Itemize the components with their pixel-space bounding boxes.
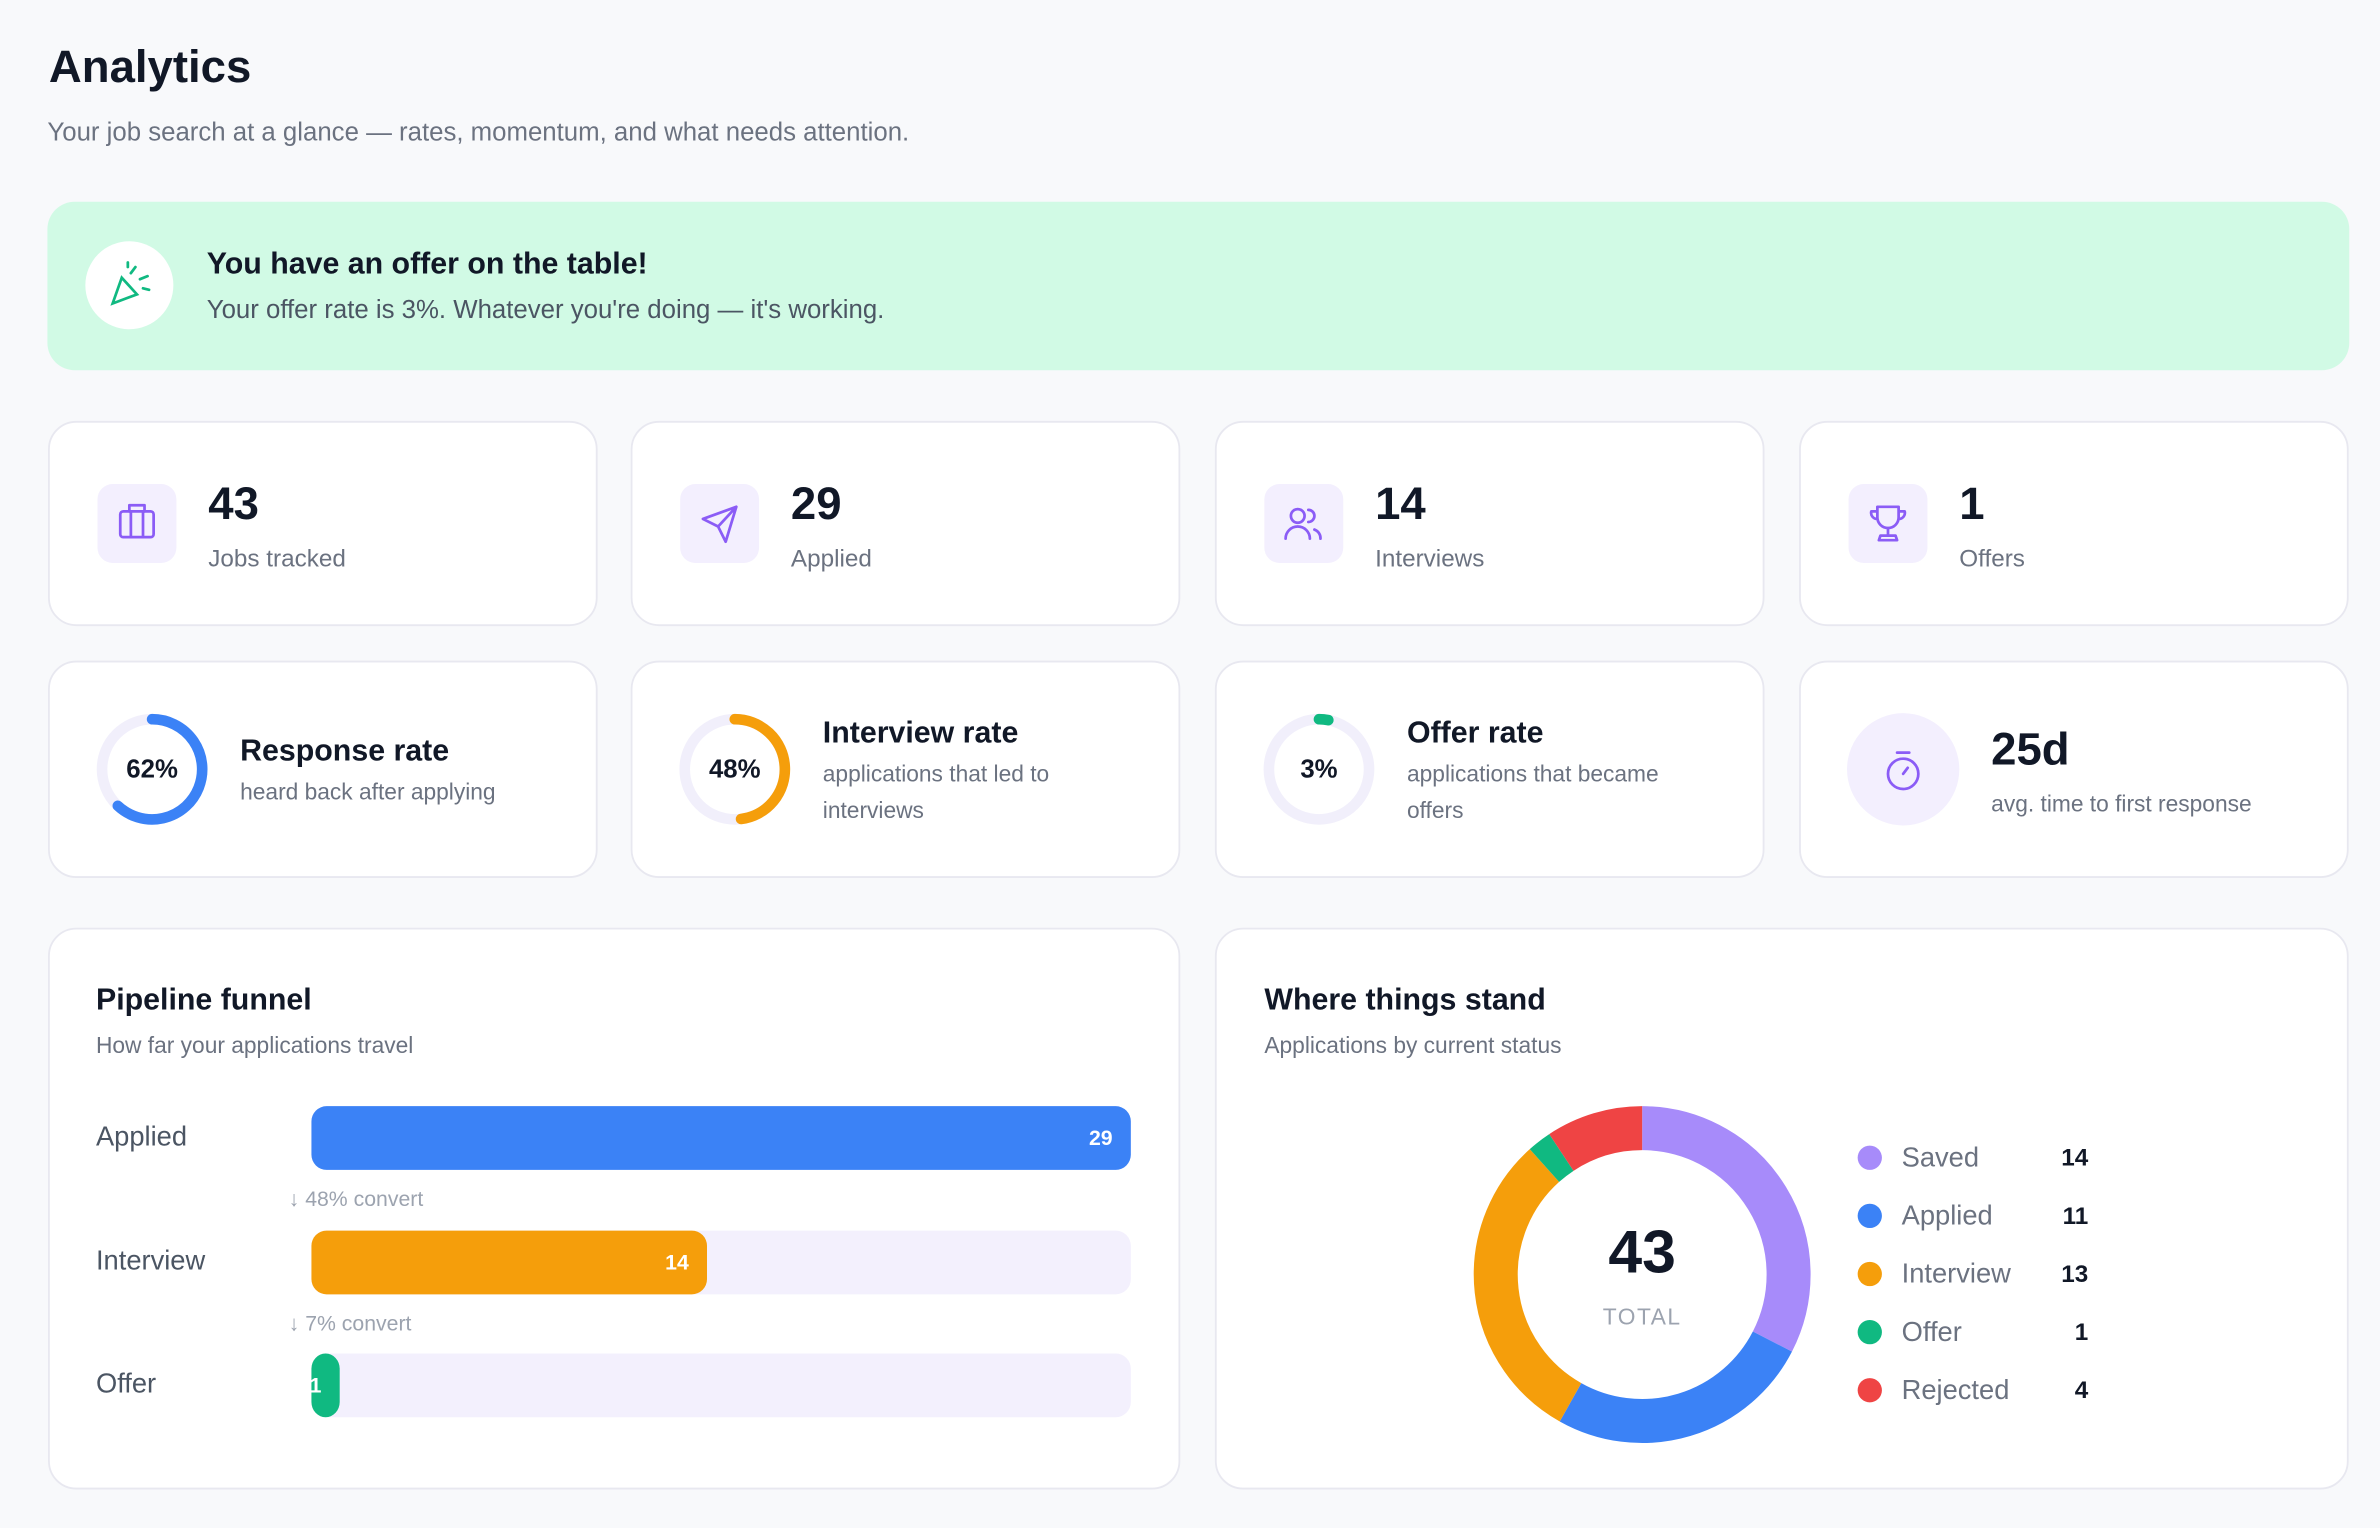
donut-segment	[1641, 1106, 1811, 1352]
rate-title: Interview rate	[823, 716, 1019, 749]
funnel-title: Pipeline funnel	[96, 983, 312, 1016]
card	[1214, 660, 1765, 878]
rate-ring	[112, 713, 208, 825]
funnel-bar	[311, 1230, 708, 1295]
stat-icons	[97, 484, 1960, 826]
status-subtitle: Applications by current status	[1264, 1032, 1561, 1058]
rate-text: applications that led to interviews	[823, 760, 1056, 822]
funnel-value: 29	[1089, 1126, 1113, 1150]
legend-value: 13	[2061, 1261, 2088, 1288]
funnel-category: Offer	[96, 1368, 156, 1399]
users-icon	[1284, 507, 1322, 541]
banner	[47, 201, 2350, 371]
legend-dot	[1857, 1261, 1882, 1287]
donut-total-label: TOTAL	[1603, 1304, 1682, 1330]
donut-segment	[1559, 1331, 1792, 1443]
send-icon	[701, 505, 738, 544]
card	[630, 660, 1181, 878]
stat-label: Offers	[1959, 545, 2025, 572]
funnel-category: Applied	[96, 1120, 187, 1151]
legend-label: Saved	[1902, 1141, 1979, 1172]
legend-label: Applied	[1902, 1200, 1993, 1231]
legend-value: 4	[2075, 1377, 2089, 1404]
funnel-value: 14	[665, 1251, 689, 1275]
legend-dot	[1857, 1203, 1882, 1229]
stat-value: 1	[1959, 478, 1984, 529]
card	[48, 927, 1181, 1490]
party-icon	[110, 261, 151, 306]
funnel-track	[311, 1353, 1131, 1418]
rate-value: 3%	[1300, 756, 1337, 784]
funnel-category: Interview	[96, 1245, 206, 1276]
icon-bg	[1264, 484, 1344, 563]
stat-value: 29	[791, 478, 842, 529]
funnel-value: 1	[310, 1373, 322, 1397]
donut-segment	[1529, 1134, 1574, 1183]
card	[630, 420, 1181, 627]
legend-dot	[1857, 1145, 1882, 1170]
stat-value: 43	[208, 478, 259, 529]
rate-text: applications that became offers	[1407, 760, 1665, 822]
legend-label: Offer	[1902, 1316, 1962, 1347]
funnel-subtitle: How far your applications travel	[96, 1032, 413, 1058]
legend-dot	[1857, 1319, 1882, 1345]
page-subtitle: Your job search at a glance — rates, mom…	[47, 118, 909, 146]
card	[48, 660, 598, 878]
rate-ring	[729, 713, 791, 825]
stat-label: Interviews	[1375, 545, 1484, 572]
card	[1799, 420, 2349, 627]
funnel-conversion: ↓ 48% convert	[289, 1187, 424, 1211]
rate-text: heard back after applying	[240, 779, 495, 805]
legend-value: 11	[2063, 1203, 2089, 1230]
stat-label: Jobs tracked	[208, 545, 346, 572]
legend-value: 14	[2061, 1145, 2088, 1172]
banner-text: Your offer rate is 3%. Whatever you're d…	[207, 296, 885, 324]
briefcase-icon	[118, 503, 155, 539]
donut-total: 43	[1608, 1217, 1676, 1285]
icon-bg	[97, 484, 177, 563]
donut-segment	[1473, 1149, 1582, 1422]
card	[1799, 660, 2349, 878]
status-title: Where things stand	[1264, 983, 1545, 1016]
stat-label: Applied	[791, 545, 872, 572]
legend-value: 1	[2075, 1319, 2089, 1346]
rate-value: 48%	[709, 756, 761, 784]
funnel-bar	[311, 1353, 340, 1418]
rate-title: Offer rate	[1407, 716, 1544, 749]
response-time-text: avg. time to first response	[1991, 791, 2251, 817]
donut-segment	[1549, 1106, 1643, 1172]
rate-title: Response rate	[240, 735, 449, 768]
funnel-bar	[311, 1106, 1131, 1170]
banner-title: You have an offer on the table!	[207, 248, 648, 281]
card	[48, 420, 598, 627]
response-time-value: 25d	[1991, 724, 2069, 775]
icon-bg	[1848, 484, 1928, 563]
card	[1214, 420, 1765, 627]
trophy-icon	[1869, 505, 1907, 542]
legend-dot	[1857, 1378, 1882, 1403]
rate-ring	[1313, 713, 1334, 726]
page-title: Analytics	[49, 41, 251, 92]
rate-value: 62%	[126, 756, 178, 784]
icon-bg	[1847, 713, 1960, 826]
stat-value: 14	[1375, 478, 1426, 529]
funnel-conversion: ↓ 7% convert	[289, 1311, 412, 1335]
legend-label: Rejected	[1902, 1374, 2010, 1405]
legend-label: Interview	[1902, 1258, 2012, 1289]
stopwatch-icon	[1886, 751, 1920, 791]
